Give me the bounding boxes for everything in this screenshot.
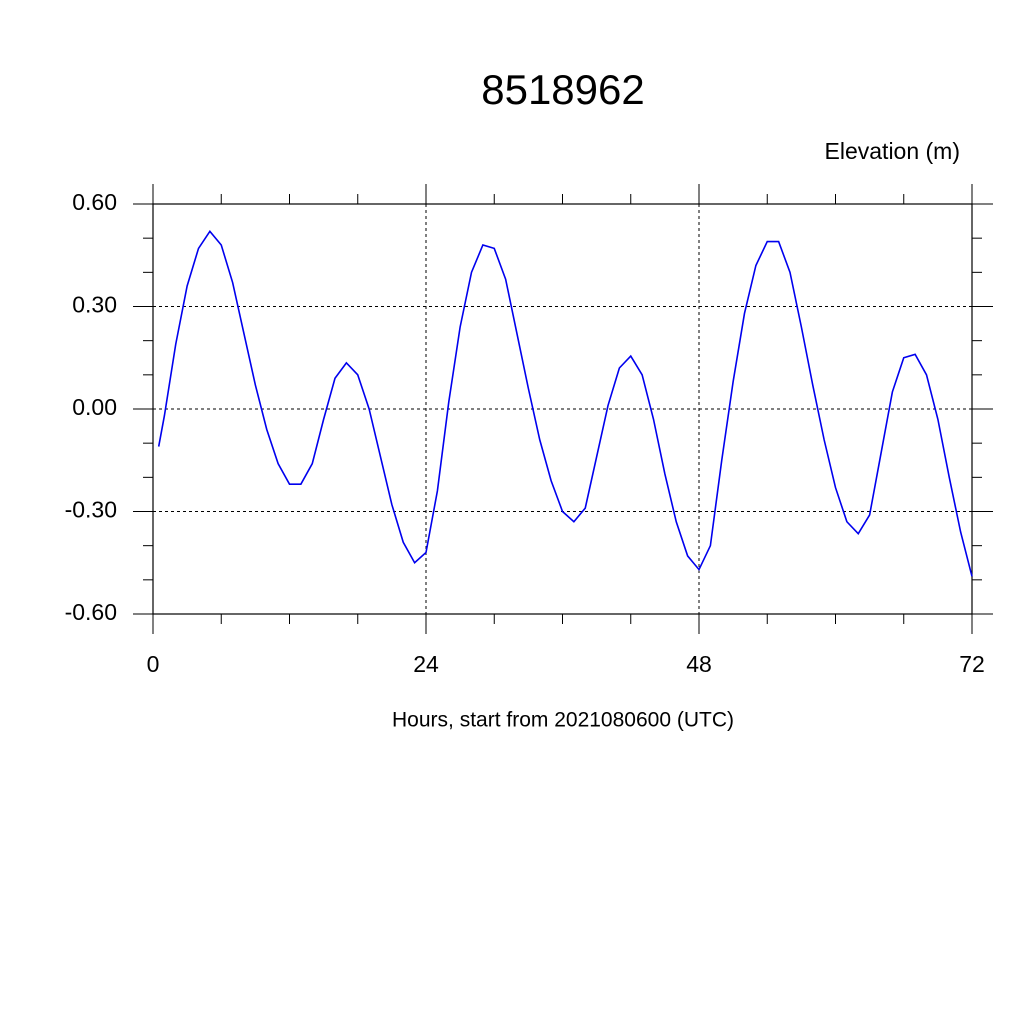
line-series [157,229,973,577]
x-tick-label: 24 [413,651,439,677]
y-tick-label: 0.30 [72,292,117,318]
y-tick-label: 0.00 [72,394,117,420]
y-axis-label: Elevation (m) [825,138,960,164]
y-tick-label: -0.30 [65,497,117,523]
chart-title: 8518962 [481,66,645,113]
x-tick-label: 48 [686,651,712,677]
x-tick-label: 0 [147,651,160,677]
y-tick-label: -0.60 [65,599,117,625]
y-tick-label: 0.60 [72,189,117,215]
x-axis-label: Hours, start from 2021080600 (UTC) [392,709,734,732]
x-tick-label: 72 [959,651,985,677]
